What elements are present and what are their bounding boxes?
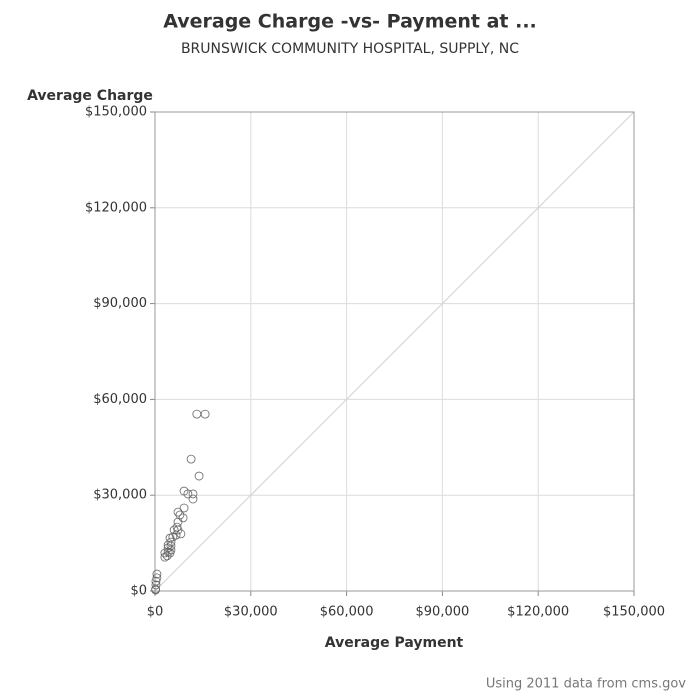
footnote: Using 2011 data from cms.gov	[486, 677, 686, 692]
x-tick-label: $0	[147, 605, 164, 620]
y-tick-label: $120,000	[85, 200, 147, 215]
y-tick-label: $150,000	[85, 105, 147, 120]
x-axis-title: Average Payment	[325, 635, 464, 651]
point	[166, 541, 176, 551]
point	[173, 507, 183, 517]
point	[192, 409, 202, 419]
point	[179, 503, 189, 513]
point	[188, 494, 198, 504]
point	[175, 510, 185, 520]
point	[176, 529, 186, 539]
point	[169, 525, 179, 535]
y-tick-label: $30,000	[93, 488, 147, 503]
x-tick-label: $60,000	[320, 605, 374, 620]
point	[151, 576, 161, 586]
point	[160, 552, 170, 562]
point	[163, 547, 173, 557]
point	[194, 471, 204, 481]
point	[152, 569, 162, 579]
point	[173, 517, 183, 527]
x-tick-label: $90,000	[416, 605, 470, 620]
plot-frame	[154, 111, 635, 592]
y-axis-title: Average Charge	[27, 88, 153, 104]
chart-title: Average Charge -vs- Payment at ...	[163, 11, 537, 33]
x-tick-label: $30,000	[224, 605, 278, 620]
y-tick-label: $60,000	[93, 392, 147, 407]
y-tick-label: $90,000	[93, 296, 147, 311]
x-tick-label: $150,000	[603, 605, 665, 620]
y-tick-label: $0	[130, 584, 147, 599]
point	[186, 454, 196, 464]
point	[183, 489, 193, 499]
chart-subtitle: BRUNSWICK COMMUNITY HOSPITAL, SUPPLY, NC	[181, 41, 519, 57]
point	[188, 489, 198, 499]
point	[151, 580, 161, 590]
point	[162, 551, 172, 561]
point	[152, 573, 162, 583]
reference-line	[154, 111, 635, 592]
point	[200, 409, 210, 419]
x-tick-label: $120,000	[507, 605, 569, 620]
point	[160, 548, 170, 558]
